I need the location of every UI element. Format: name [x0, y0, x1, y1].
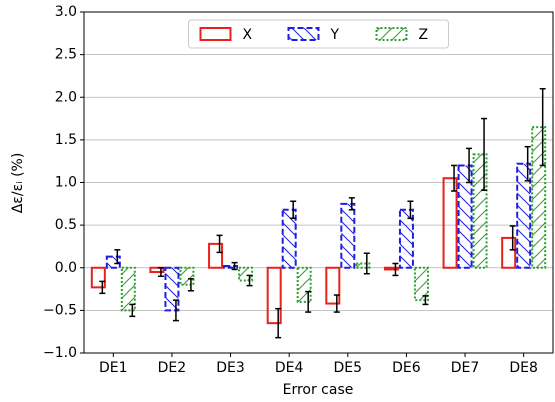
bar	[383, 266, 399, 271]
error-bar	[481, 117, 488, 191]
plot-frame	[83, 11, 554, 354]
error-bar	[172, 299, 179, 322]
error-bar	[157, 267, 164, 278]
error-bar	[275, 307, 282, 339]
bar	[413, 266, 429, 302]
legend-swatch	[287, 27, 320, 41]
error-bar	[466, 147, 473, 184]
legend-swatch	[199, 27, 232, 41]
bar	[208, 242, 224, 269]
bar	[442, 177, 458, 269]
bar	[340, 202, 356, 269]
bar	[516, 162, 532, 269]
error-bar	[231, 261, 238, 271]
error-bar	[363, 252, 370, 275]
legend-label: Y	[330, 27, 340, 43]
bar	[105, 255, 121, 269]
x-tick-label: DE1	[99, 360, 128, 376]
x-tick-label: DE2	[158, 360, 187, 376]
error-bar	[216, 234, 223, 254]
y-tick-label: 1.5	[55, 132, 77, 148]
bar	[501, 236, 517, 269]
error-bar	[99, 280, 106, 295]
error-bar	[129, 303, 136, 318]
error-bar	[290, 200, 297, 220]
bar	[266, 266, 282, 325]
y-tick-label: 2.5	[55, 47, 77, 63]
y-tick-label: 0.0	[55, 260, 77, 276]
legend-swatch	[375, 27, 408, 41]
error-bar	[539, 87, 546, 167]
legend-label: X	[243, 27, 253, 43]
bar	[325, 266, 341, 305]
bar	[281, 208, 297, 269]
x-tick-label: DE5	[334, 360, 363, 376]
y-tick-label: −0.5	[43, 302, 77, 318]
error-bar	[509, 225, 516, 251]
y-tick-label: −1.0	[43, 345, 77, 361]
error-bar	[392, 262, 399, 277]
bar	[90, 266, 106, 289]
x-tick-label: DE6	[392, 360, 421, 376]
bar	[223, 265, 239, 269]
error-bar	[422, 295, 429, 306]
bar	[120, 266, 136, 312]
y-tick-label: 0.5	[55, 217, 77, 233]
error-bar	[407, 200, 414, 220]
x-tick-label: DE4	[275, 360, 304, 376]
bar	[457, 164, 473, 269]
bar	[355, 262, 371, 269]
error-bar	[114, 249, 121, 265]
x-axis-label: Error case	[283, 382, 354, 398]
x-tick-label: DE7	[451, 360, 480, 376]
legend-label: Z	[419, 27, 429, 43]
error-bar	[333, 294, 340, 313]
error-bar	[451, 164, 458, 192]
y-tick-label: 2.0	[55, 89, 77, 105]
bar	[398, 208, 414, 269]
error-bar	[246, 274, 253, 287]
y-tick-label: 1.0	[55, 175, 77, 191]
x-tick-label: DE3	[216, 360, 245, 376]
y-axis-label: Δε/εᵢ (%)	[10, 153, 26, 214]
x-tick-label: DE8	[509, 360, 538, 376]
bar	[149, 266, 165, 274]
error-bar	[524, 145, 531, 182]
y-tick-label: 3.0	[55, 4, 77, 20]
error-bar	[348, 197, 355, 211]
error-bar	[305, 290, 312, 313]
error-bar	[187, 278, 194, 292]
